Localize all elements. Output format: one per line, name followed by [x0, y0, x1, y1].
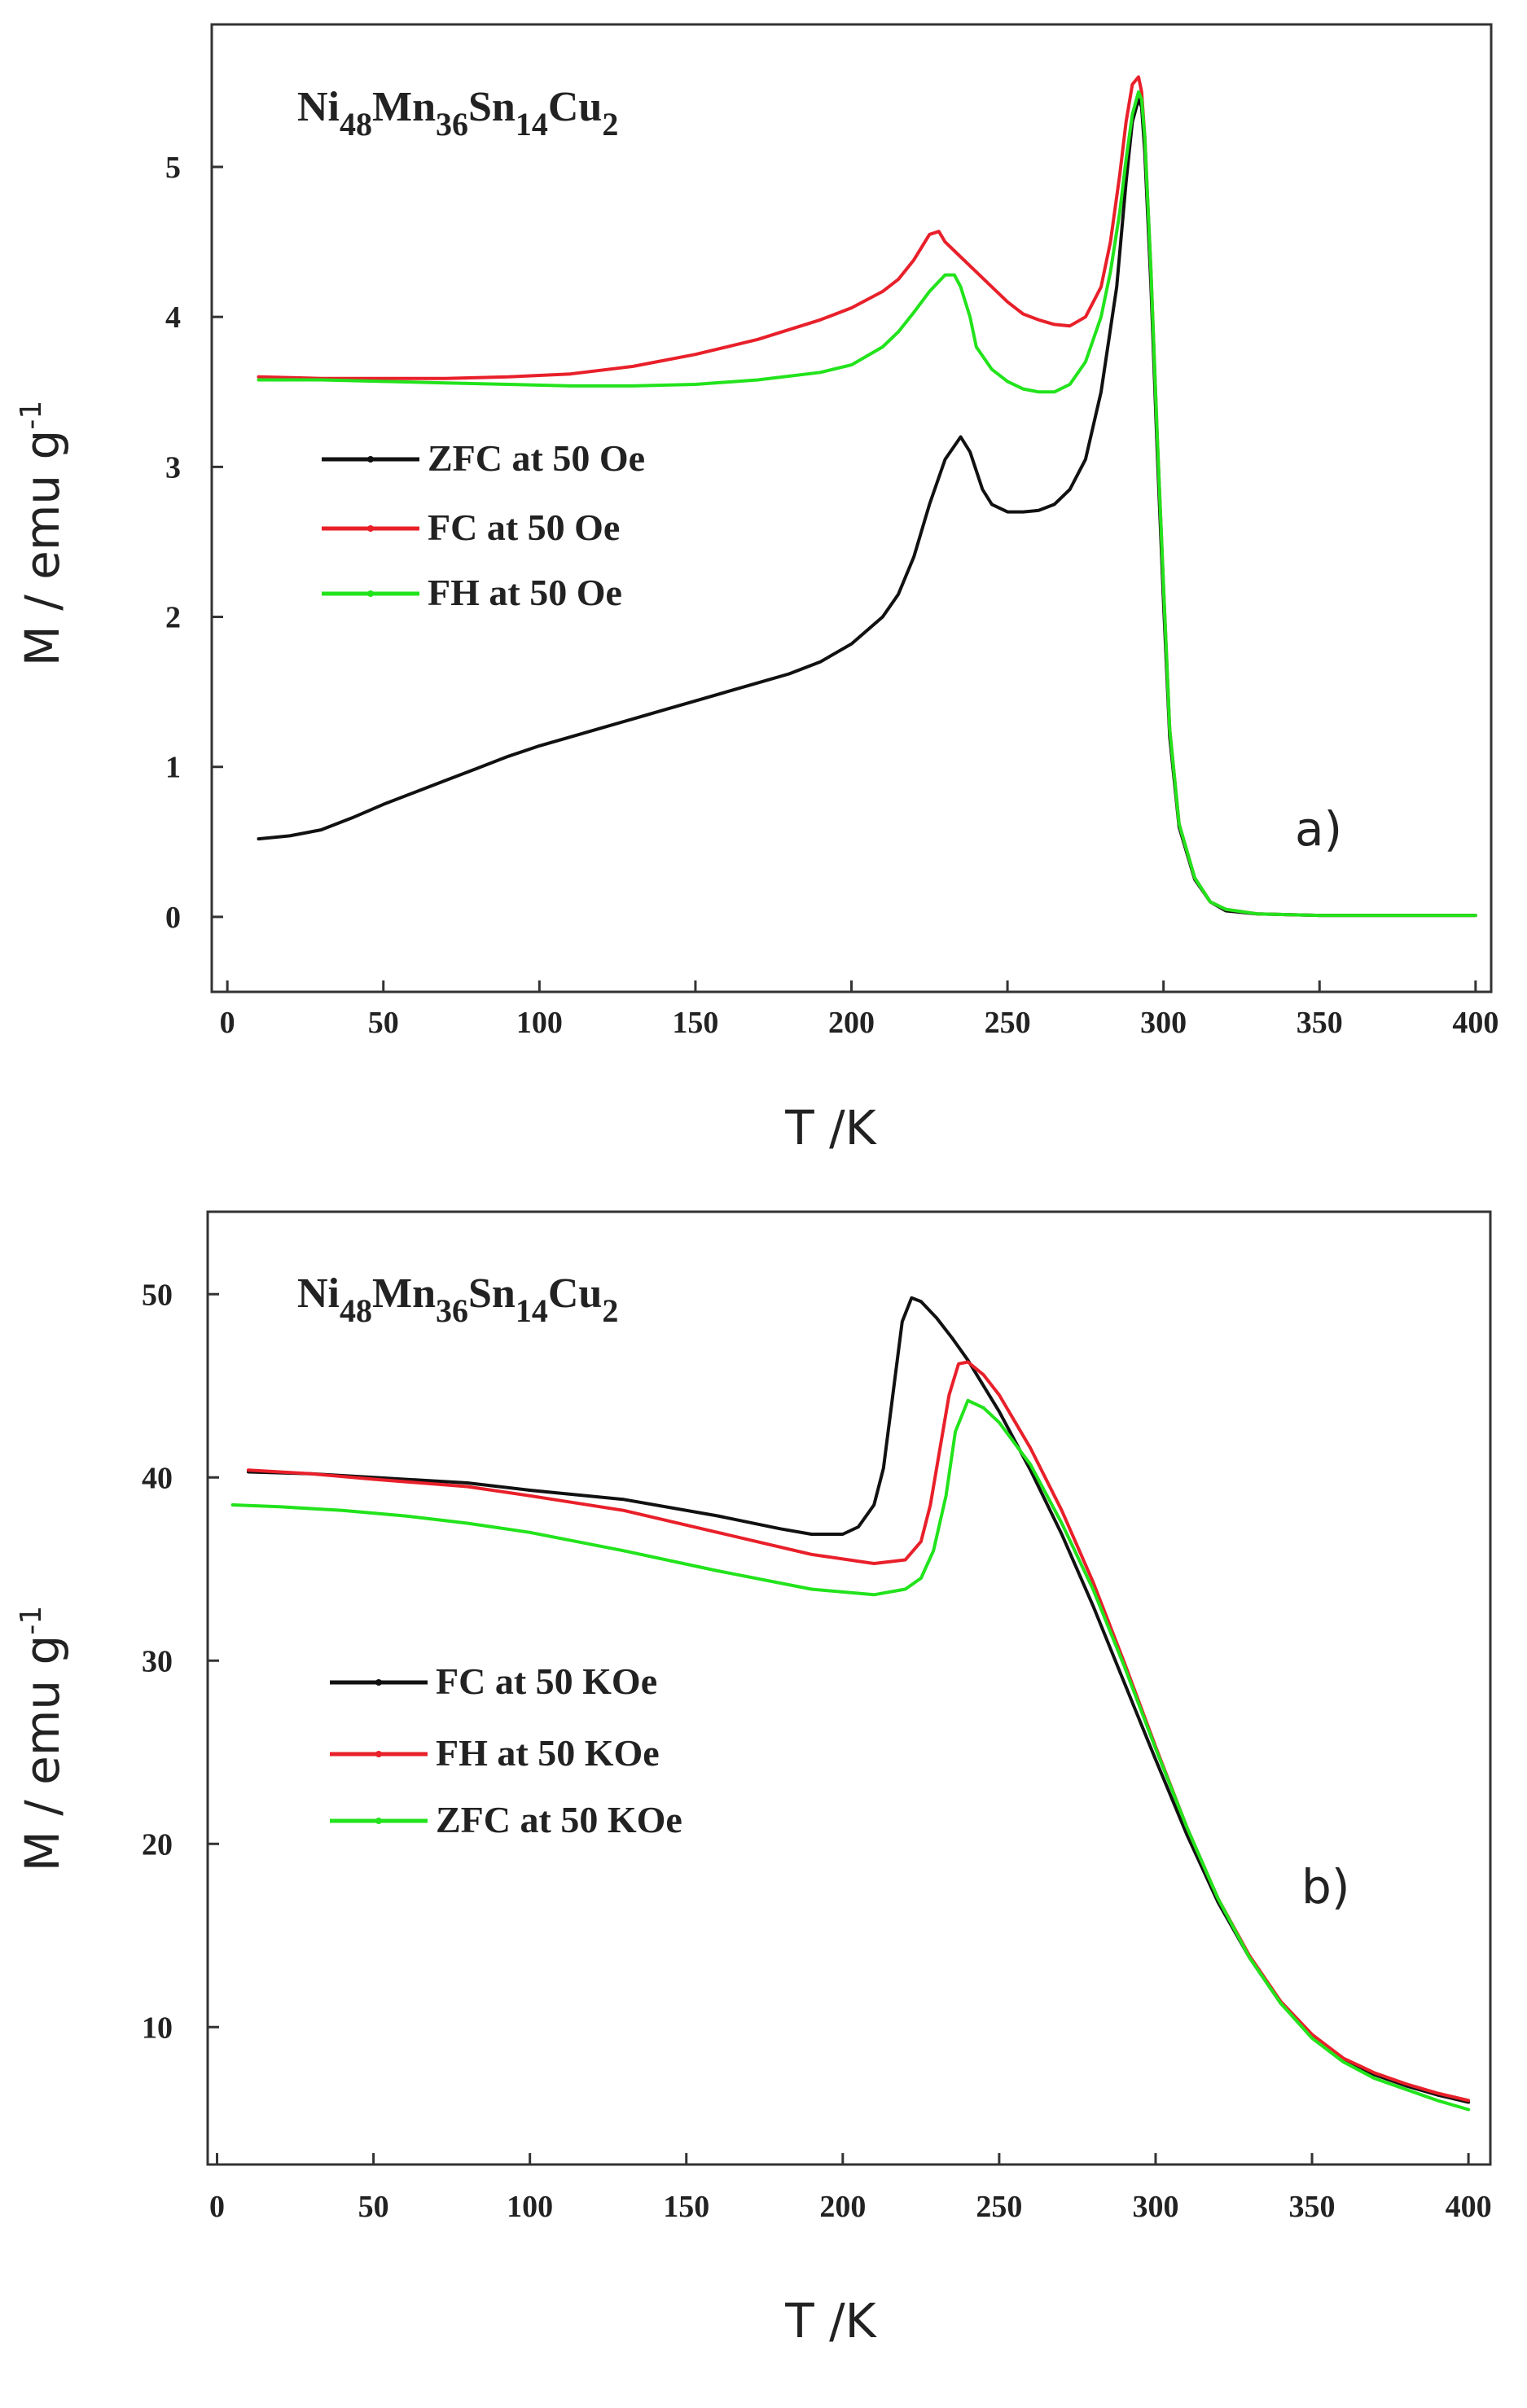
panel-a-legend-marker-2 [367, 525, 374, 532]
panel-b-y-axis-title: M / emu g-1 [15, 1606, 70, 1872]
panel-b-formula-element: Cu [548, 1270, 602, 1317]
panel-b-legend-label-1: FC at 50 KOe [436, 1660, 657, 1702]
panel-a-formula-subscript: 36 [436, 106, 468, 143]
panel-b-y-tick-label: 50 [142, 1278, 173, 1312]
panel-a-formula-element: Cu [548, 84, 602, 130]
panel-b-formula-subscript: 36 [436, 1292, 468, 1329]
panel-b-formula-subscript: 14 [516, 1292, 548, 1329]
panel-b-compound-title: Ni48Mn36Sn14Cu2 [297, 1270, 618, 1329]
panel-a-x-tick-label: 200 [828, 1006, 875, 1040]
panel-a-legend-label-3: FH at 50 Oe [428, 572, 622, 613]
panel-a-y-tick-label: 2 [165, 601, 181, 635]
panel-a-x-tick-label: 350 [1297, 1006, 1343, 1040]
panel-b-legend-marker-2 [375, 1751, 382, 1757]
panel-b-x-tick-label: 0 [209, 2190, 225, 2224]
panel-a-compound-title: Ni48Mn36Sn14Cu2 [297, 84, 618, 143]
panel-b-y-axis-title-main: M / emu g [15, 1635, 70, 1872]
panel-b-x-axis-title: T /K [784, 2293, 877, 2349]
panel-a: 0 50 100 150 200 250 300 350 400 0 1 2 3 4 5 T /K M / em… [15, 23, 1498, 1156]
panel-b-x-tick-label: 50 [358, 2190, 389, 2224]
panel-b-x-tick-label: 200 [819, 2190, 866, 2224]
panel-b-y-tick-label: 30 [142, 1644, 173, 1678]
panel-a-formula-subscript: 14 [516, 106, 548, 143]
panel-a-y-tick-label: 1 [165, 751, 181, 785]
panel-b-formula-subscript: 2 [602, 1292, 618, 1329]
panel-a-y-tick-label: 4 [165, 300, 181, 335]
panel-b-x-tick-label: 250 [976, 2190, 1022, 2224]
panel-b-formula-element: Mn [372, 1270, 436, 1317]
panel-b-y-axis-title-sup: -1 [15, 1606, 48, 1635]
panel-b-series-3-line [230, 1398, 1471, 2112]
panel-a-x-tick-label: 150 [672, 1006, 718, 1040]
panel-a-formula-element: Mn [372, 84, 436, 130]
panel-a-y-tick-label: 5 [165, 151, 181, 185]
panel-a-x-tick-label: 0 [220, 1006, 235, 1040]
panel-b-series-2-line [246, 1360, 1471, 2103]
panel-a-x-tick-label: 400 [1452, 1006, 1498, 1040]
panel-a-formula-element: Ni [297, 84, 340, 130]
panel-b-y-tick-label: 40 [142, 1461, 173, 1495]
panel-a-legend-label-2: FC at 50 Oe [428, 507, 620, 548]
panel-b-legend-marker-1 [375, 1679, 382, 1686]
panel-b-x-tick-label: 400 [1446, 2190, 1492, 2224]
panel-a-panel-label: a) [1295, 801, 1342, 857]
panel-a-x-tick-label: 100 [516, 1006, 563, 1040]
panel-a-y-axis-title-main: M / emu g [15, 430, 70, 667]
panel-a-x-tick-label: 250 [985, 1006, 1031, 1040]
panel-a-y-axis-title-sup: -1 [15, 401, 48, 430]
panel-a-x-axis-title: T /K [784, 1100, 877, 1156]
panel-a-x-tick-label: 50 [368, 1006, 399, 1040]
panel-b-formula-element: Sn [468, 1270, 516, 1317]
panel-a-legend-label-1: ZFC at 50 Oe [428, 437, 645, 479]
panel-b-formula-element: Ni [297, 1270, 340, 1317]
panel-a-x-tick-label: 300 [1140, 1006, 1187, 1040]
panel-a-formula-subscript: 48 [340, 106, 372, 143]
panel-a-formula-subscript: 2 [602, 106, 618, 143]
panel-b-legend-label-3: ZFC at 50 KOe [436, 1799, 682, 1840]
panel-a-y-tick-label: 3 [165, 450, 181, 485]
panel-b-x-tick-label: 150 [663, 2190, 709, 2224]
panel-a-y-axis-title: M / emu g-1 [15, 401, 70, 667]
panel-b-x-tick-label: 300 [1132, 2190, 1178, 2224]
panel-b-panel-label: b) [1301, 1859, 1349, 1915]
panel-b-y-tick-label: 20 [142, 1827, 173, 1862]
panel-b-x-tick-label: 350 [1289, 2190, 1336, 2224]
panel-b-formula-subscript: 48 [340, 1292, 372, 1329]
panel-a-y-tick-label: 0 [165, 901, 181, 935]
panel-a-legend-marker-1 [367, 456, 374, 463]
panel-b-x-tick-label: 100 [507, 2190, 553, 2224]
panel-b-legend-label-2: FH at 50 KOe [436, 1732, 660, 1774]
panel-a-series-3-line [257, 90, 1477, 918]
panel-b-series-1-line [246, 1296, 1471, 2104]
panel-a-series-2-line [257, 75, 1477, 918]
panel-a-legend-marker-3 [367, 590, 374, 597]
panel-b-y-tick-label: 10 [142, 2011, 173, 2045]
panel-b-legend-marker-3 [375, 1818, 382, 1824]
panel-a-formula-element: Sn [468, 84, 516, 130]
panel-b: 0 50 100 150 200 250 300 350 400 10 20 30 40 50 T /K M … [15, 1210, 1492, 2349]
panel-b-plot-frame [206, 1210, 1492, 2166]
